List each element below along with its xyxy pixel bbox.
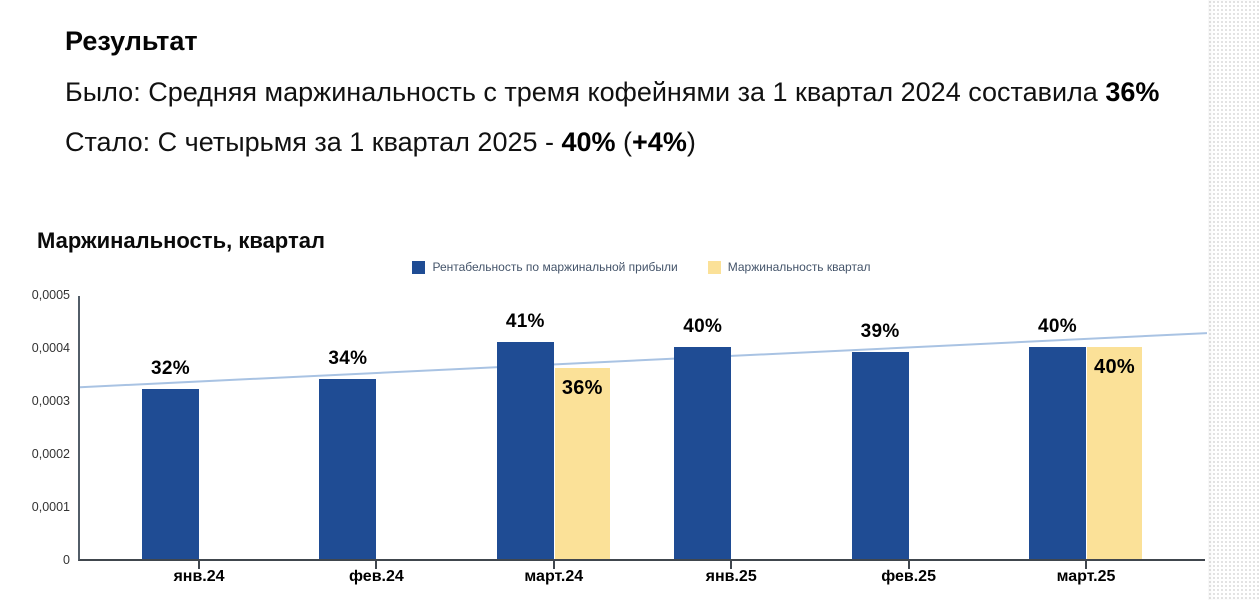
result-heading: Результат bbox=[65, 26, 198, 56]
y-axis-labels: 0,0005 0,0004 0,0003 0,0002 0,0001 0 bbox=[0, 288, 70, 567]
bar-quarter-margin-март.25 bbox=[1087, 347, 1142, 559]
legend-label-quarter-margin: Маржинальность квартал bbox=[727, 260, 871, 274]
legend-swatch-blue bbox=[412, 260, 426, 274]
bar-value-label: 32% bbox=[151, 358, 190, 380]
legend-label-margin-profit: Рентабельность по маржинальной прибыли bbox=[432, 260, 678, 274]
x-axis-label-фев.24: фев.24 bbox=[349, 568, 404, 585]
bar-margin-profit-янв.25 bbox=[674, 347, 732, 559]
y-axis-tick-label: 0 bbox=[63, 553, 70, 567]
before-value: 36% bbox=[1105, 77, 1160, 107]
bar-margin-profit-янв.24 bbox=[142, 389, 199, 559]
bar-chart-plot-area: 32% янв.24 34% фев.24 41% 36% март.24 40% янв.25… bbox=[78, 296, 1207, 585]
bar-value-label: 40% bbox=[683, 316, 723, 337]
x-axis-label-фев.25: фев.25 bbox=[881, 568, 936, 585]
legend-item-margin-profit: Рентабельность по маржинальной прибыли bbox=[412, 260, 678, 274]
x-axis-label-март.25: март.25 bbox=[1056, 568, 1116, 585]
y-axis-tick-label: 0,0005 bbox=[31, 288, 70, 302]
y-axis-tick-label: 0,0002 bbox=[31, 447, 70, 461]
trend-line bbox=[80, 332, 1207, 389]
after-value: 40% bbox=[561, 127, 616, 157]
bar-value-label: 39% bbox=[860, 321, 900, 343]
bar-value-label-inside: 36% bbox=[561, 377, 603, 400]
x-axis-tick bbox=[1085, 561, 1087, 569]
chart-title: Маржинальность, квартал bbox=[37, 228, 325, 253]
x-axis-tick bbox=[198, 561, 200, 569]
legend-swatch-yellow bbox=[707, 260, 721, 274]
x-axis-label-янв.24: янв.24 bbox=[173, 568, 225, 585]
after-text: Стало: С четырьмя за 1 квартал 2025 - bbox=[65, 127, 562, 157]
bar-margin-profit-фев.24 bbox=[319, 378, 377, 559]
after-delta-close: ) bbox=[686, 127, 696, 157]
x-axis-tick bbox=[375, 561, 378, 569]
bar-value-label: 34% bbox=[328, 347, 368, 369]
legend-item-quarter-margin: Маржинальность квартал bbox=[707, 260, 871, 274]
bar-value-label: 40% bbox=[1038, 316, 1077, 337]
after-delta: +4% bbox=[632, 127, 687, 157]
y-axis-tick-label: 0,0004 bbox=[31, 341, 70, 355]
y-axis-tick-label: 0,0003 bbox=[31, 394, 70, 408]
before-text: Было: Средняя маржинальность с тремя коф… bbox=[65, 77, 1106, 107]
x-axis-label-янв.25: янв.25 bbox=[705, 568, 757, 585]
bar-value-label: 41% bbox=[505, 310, 545, 332]
y-axis-tick-label: 0,0001 bbox=[31, 500, 70, 514]
dotted-background-strip bbox=[1208, 0, 1259, 600]
summary-line-after: Стало: С четырьмя за 1 квартал 2025 - 40… bbox=[65, 127, 696, 158]
bar-margin-profit-март.25 bbox=[1029, 347, 1086, 559]
bar-quarter-margin-март.24 bbox=[554, 368, 610, 559]
x-axis-label-март.24: март.24 bbox=[524, 568, 584, 585]
bar-value-label-inside: 40% bbox=[1094, 356, 1135, 378]
summary-line-before: Было: Средняя маржинальность с тремя коф… bbox=[65, 77, 1159, 108]
bar-margin-profit-фев.25 bbox=[851, 352, 909, 559]
bar-margin-profit-март.24 bbox=[496, 341, 554, 559]
x-axis-tick bbox=[552, 561, 555, 569]
x-axis-tick bbox=[907, 561, 910, 569]
after-delta-open: ( bbox=[615, 127, 633, 157]
x-axis-tick bbox=[730, 561, 733, 569]
chart-legend: Рентабельность по маржинальной прибыли М… bbox=[78, 260, 1205, 274]
